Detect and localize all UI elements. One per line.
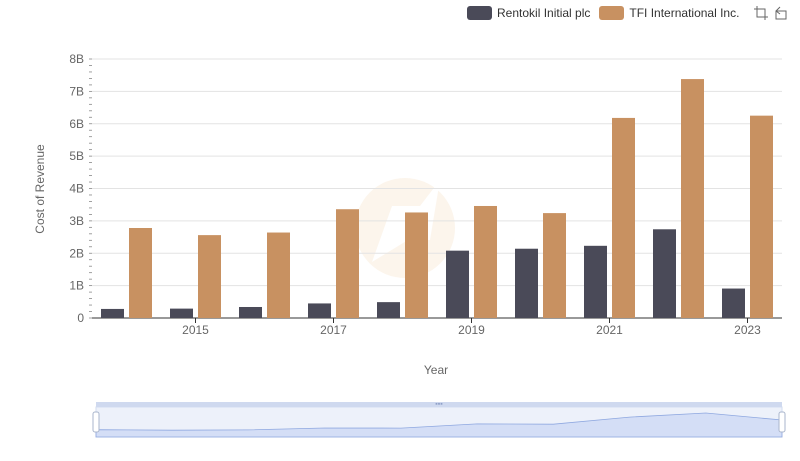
bar-tfi[interactable] [267, 232, 290, 318]
bar-rentokil[interactable] [653, 229, 676, 318]
legend-label-rentokil: Rentokil Initial plc [497, 6, 591, 20]
y-tick-label: 5B [69, 149, 84, 163]
bar-rentokil[interactable] [308, 303, 331, 318]
x-tick-label: 2017 [320, 323, 347, 337]
x-tick-label: 2023 [734, 323, 761, 337]
y-tick-label: 6B [69, 117, 84, 131]
y-tick-label: 1B [69, 279, 84, 293]
bar-rentokil[interactable] [722, 288, 745, 318]
bar-rentokil[interactable] [101, 308, 124, 318]
legend-item-rentokil[interactable]: Rentokil Initial plc [467, 6, 590, 20]
zoom-move-handle[interactable] [96, 402, 782, 407]
x-axis: 2015 2017 2019 2021 2023 [92, 317, 782, 337]
bar-rentokil[interactable] [239, 306, 262, 318]
y-axis-title: Cost of Revenue [33, 144, 47, 234]
legend-swatch-tfi [599, 6, 625, 20]
y-axis: 0 1B 2B 3B 4B 5B 6B 7B 8B [69, 52, 92, 325]
legend-swatch-rentokil [467, 6, 492, 20]
bar-rentokil[interactable] [170, 308, 193, 318]
zoom-handle-left[interactable] [92, 411, 100, 433]
bar-rentokil[interactable] [584, 245, 607, 318]
bar-tfi[interactable] [612, 117, 635, 318]
x-tick-label: 2015 [182, 323, 209, 337]
bar-tfi[interactable] [543, 213, 566, 318]
x-axis-title: Year [424, 363, 448, 377]
bar-tfi[interactable] [750, 115, 773, 318]
y-tick-label: 8B [69, 52, 84, 66]
legend-item-tfi[interactable]: TFI International Inc. [599, 6, 739, 20]
bar-rentokil[interactable] [515, 248, 538, 318]
x-tick-label: 2019 [458, 323, 485, 337]
data-zoom-slider[interactable]: ▪▪▪ [92, 401, 786, 438]
y-tick-label: 2B [69, 246, 84, 260]
zoom-grip-icon: ▪▪▪ [435, 401, 443, 408]
bar-tfi[interactable] [198, 235, 221, 318]
y-tick-label: 0 [77, 311, 84, 325]
legend: Rentokil Initial plc TFI International I… [467, 4, 788, 22]
zoom-reset-icon[interactable] [774, 6, 788, 20]
bar-tfi[interactable] [474, 205, 497, 318]
bar-rentokil[interactable] [446, 250, 469, 318]
y-tick-label: 3B [69, 214, 84, 228]
bar-tfi[interactable] [129, 227, 152, 318]
y-tick-label: 4B [69, 182, 84, 196]
data-zoom-icon[interactable] [754, 6, 769, 20]
x-tick-label: 2021 [596, 323, 623, 337]
y-tick-label: 7B [69, 84, 84, 98]
bars [101, 79, 773, 318]
zoom-handle-right[interactable] [778, 411, 786, 433]
bar-tfi[interactable] [681, 79, 704, 318]
bar-tfi[interactable] [336, 209, 359, 318]
bar-tfi[interactable] [405, 212, 428, 318]
bar-rentokil[interactable] [377, 302, 400, 318]
legend-label-tfi: TFI International Inc. [629, 6, 740, 20]
